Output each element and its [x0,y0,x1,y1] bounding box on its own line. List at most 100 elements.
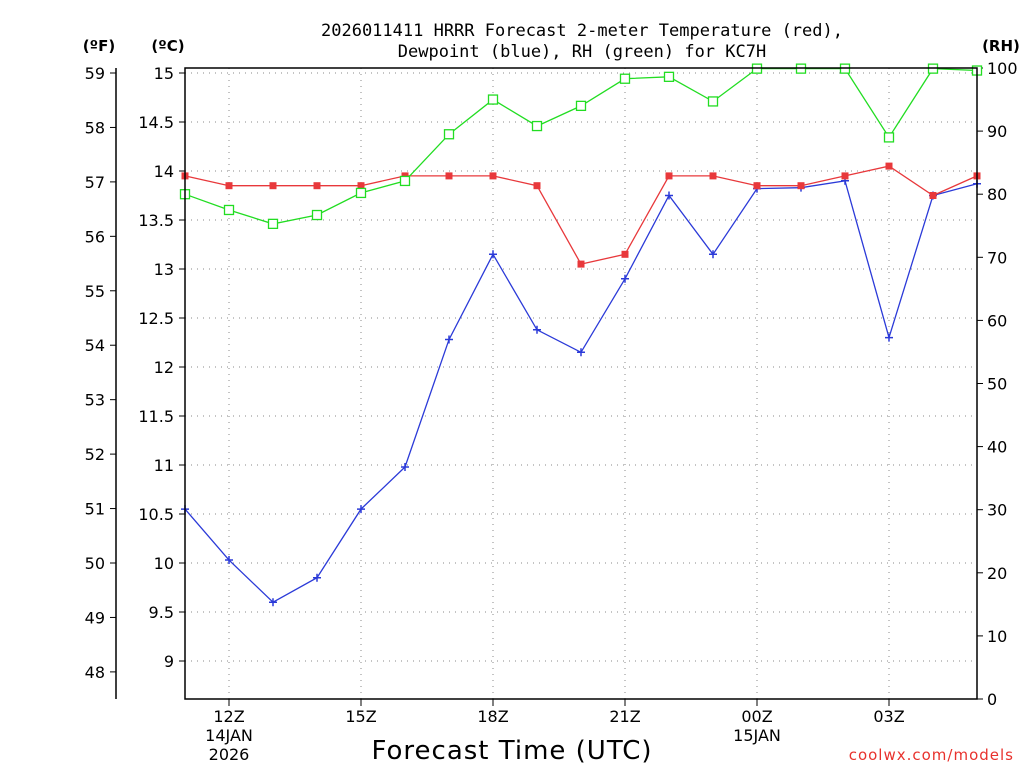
fahrenheit-tick-label: 49 [85,608,105,627]
dewpoint-point [709,250,717,259]
dewpoint-point [357,505,365,514]
rh-point [355,187,367,199]
dewpoint-point [269,598,277,607]
temperature-point [225,182,233,190]
dewpoint-point [313,573,321,582]
fahrenheit-tick-label: 52 [85,445,105,464]
rh-tick-label: 100 [987,59,1018,78]
fahrenheit-tick-label: 59 [85,64,105,83]
rh-point [883,132,895,143]
fahrenheit-tick-label: 48 [85,663,105,682]
celsius-tick-label: 14 [154,162,174,181]
rh-point [487,94,499,105]
temperature-point [753,182,761,190]
chart-title-line2: Dewpoint (blue), RH (green) for KC7H [398,42,766,62]
dewpoint-point [445,335,453,344]
x-tick-date-label: 14JAN [205,726,253,745]
x-tick-label: 15Z [345,707,376,726]
celsius-tick-label: 12.5 [138,309,174,328]
dewpoint-point [665,191,673,200]
celsius-tick-label: 14.5 [138,113,174,132]
fahrenheit-tick-label: 50 [85,554,105,573]
dewpoint-point [489,250,497,259]
dewpoint-point [401,462,409,471]
x-tick-label: 00Z [741,707,772,726]
rh-point [619,73,631,84]
fahrenheit-tick-label: 55 [85,282,105,301]
x-tick-label: 18Z [477,707,508,726]
dewpoint-point [577,348,585,357]
temperature-point [489,172,497,180]
rh-point [575,100,587,112]
celsius-tick-label: 10.5 [138,505,174,524]
rh-tick-label: 60 [987,311,1007,330]
fahrenheit-tick-label: 53 [85,391,105,410]
temperature-point [357,182,365,190]
fahrenheit-tick-label: 57 [85,173,105,192]
fahrenheit-tick-label: 51 [85,500,105,519]
celsius-tick-label: 15 [154,64,174,83]
rh-point [223,204,235,216]
axes: 9 9.5 10 10.5 11 11.5 12 12.5 13 13.5 14 14.5 15 48 49… [85,59,1018,764]
rh-point [707,96,719,107]
temperature-point [841,172,849,180]
rh-tick-label: 10 [987,627,1007,646]
fahrenheit-tick-label: 54 [85,336,105,355]
temperature-point [665,172,673,180]
rh-tick-label: 50 [987,375,1007,394]
temperature-point [577,260,585,268]
rh-point [311,209,323,221]
celsius-tick-label: 10 [154,554,174,573]
source-credit: coolwx.com/models [849,746,1014,764]
dewpoint-point [225,556,233,565]
plot-frame [184,67,978,700]
celsius-tick-label: 13.5 [138,211,174,230]
x-axis-label: Forecast Time (UTC) [371,736,652,766]
celsius-tick-label: 11.5 [138,407,174,426]
x-tick-year-label: 2026 [209,745,250,764]
rh-tick-label: 30 [987,501,1007,520]
rh-point [399,175,411,187]
grid-lines [185,68,977,699]
x-tick-label: 03Z [873,707,904,726]
celsius-tick-label: 9.5 [149,603,174,622]
x-tick-label: 12Z [213,707,244,726]
rh-point [443,129,455,140]
rh-tick-label: 70 [987,248,1007,267]
rh-point [663,71,675,82]
fahrenheit-tick-label: 56 [85,227,105,246]
celsius-tick-label: 9 [164,652,174,671]
rh-tick-label: 20 [987,564,1007,583]
celsius-tick-label: 11 [154,456,174,475]
dewpoint-series-line [184,180,978,604]
rh-tick-label: 0 [987,690,997,709]
temperature-point [929,192,937,199]
rh-tick-label: 80 [987,185,1007,204]
temperature-point [621,250,629,258]
data-series [179,63,983,607]
rh-tick-label: 40 [987,438,1007,457]
rh-point [267,218,279,230]
temperature-series-line [184,165,978,265]
dewpoint-point [533,325,541,334]
celsius-tick-label: 13 [154,260,174,279]
temperature-point [445,172,453,180]
chart-title-line1: 2026011411 HRRR Forecast 2-meter Tempera… [321,21,843,41]
celsius-tick-label: 12 [154,358,174,377]
temperature-point [709,172,717,180]
fahrenheit-unit-label: (ºF) [83,37,115,55]
x-tick-date-label: 15JAN [733,726,781,745]
temperature-point [269,182,277,190]
rh-tick-label: 90 [987,122,1007,141]
rh-series-line [184,67,978,225]
temperature-point [885,162,893,170]
temperature-point [313,182,321,190]
dewpoint-point [621,274,629,283]
x-tick-label: 21Z [609,707,640,726]
rh-point [531,120,543,132]
temperature-point [797,182,805,190]
fahrenheit-tick-label: 58 [85,118,105,137]
celsius-unit-label: (ºC) [151,37,184,55]
temperature-point [533,182,541,190]
